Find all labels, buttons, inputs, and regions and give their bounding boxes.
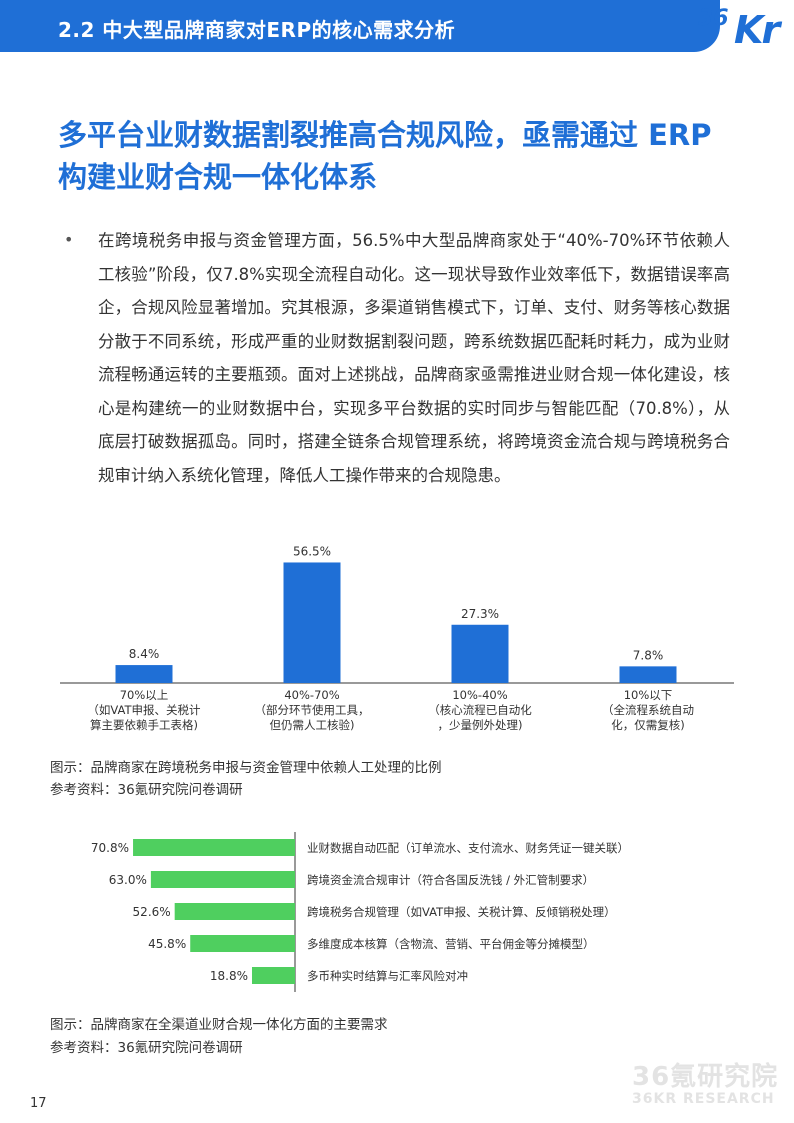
category-label-3-1: （全流程系统自动	[602, 703, 694, 717]
hbar-value-label-2: 52.6%	[133, 905, 171, 919]
hbar-value-label-4: 18.8%	[210, 969, 248, 983]
section-title: 2.2 中大型品牌商家对ERP的核心需求分析	[58, 18, 456, 42]
hbar-4	[251, 967, 295, 984]
figure2-source: 参考资料：36氪研究院问卷调研	[50, 1040, 243, 1056]
category-label-3-0: 10%以下	[624, 688, 673, 702]
bar-value-label-1: 56.5%	[293, 544, 331, 558]
hbar-value-label-0: 70.8%	[91, 841, 129, 855]
category-label-1-0: 40%-70%	[284, 688, 339, 702]
watermark: 36氪研究院 36KR RESEARCH	[632, 1056, 778, 1107]
logo-kr: Kr	[734, 8, 780, 52]
category-label-1-1: （部分环节使用工具，	[255, 703, 370, 717]
hbar-3	[190, 935, 295, 952]
bar-value-label-2: 27.3%	[461, 607, 499, 621]
category-label-0-0: 70%以上	[120, 688, 169, 702]
header-bar: 2.2 中大型品牌商家对ERP的核心需求分析	[0, 0, 720, 52]
bar-value-label-0: 8.4%	[129, 647, 160, 661]
bar-0	[115, 665, 173, 683]
hbar-category-label-0: 业财数据自动匹配（订单流水、支付流水、财务凭证一键关联）	[307, 841, 629, 855]
category-label-2-0: 10%-40%	[452, 688, 507, 702]
hbar-category-label-1: 跨境资金流合规审计（符合各国反洗钱 / 外汇管制要求）	[307, 873, 594, 887]
category-label-3-2: 化，仅需复核)	[611, 718, 685, 732]
hbar-value-label-3: 45.8%	[148, 937, 186, 951]
category-label-0-1: （如VAT申报、关税计	[87, 703, 201, 717]
36kr-logo: 36 Kr	[698, 0, 794, 52]
watermark-line1: 36氪研究院	[632, 1062, 779, 1092]
main-heading: 多平台业财数据割裂推高合规风险，亟需通过 ERP 构建业财合规一体化体系	[58, 118, 712, 194]
figure2-caption: 图示：品牌商家在全渠道业财合规一体化方面的主要需求	[50, 1017, 388, 1033]
hbar-category-label-2: 跨境税务合规管理（如VAT申报、关税计算、反倾销税处理）	[307, 905, 616, 919]
bar-1	[283, 562, 341, 683]
hbar-1	[150, 871, 295, 888]
figure1-caption: 图示：品牌商家在跨境税务申报与资金管理中依赖人工处理的比例	[50, 760, 442, 776]
category-label-1-2: 但仍需人工核验)	[270, 718, 355, 732]
logo-36: 36	[698, 6, 729, 31]
hbar-category-label-4: 多币种实时结算与汇率风险对冲	[307, 969, 468, 983]
hbar-0	[133, 839, 295, 856]
figure1-source: 参考资料：36氪研究院问卷调研	[50, 782, 243, 798]
bar-3	[619, 666, 677, 683]
hbar-value-label-1: 63.0%	[109, 873, 147, 887]
hbar-category-label-3: 多维度成本核算（含物流、营销、平台佣金等分摊模型）	[307, 937, 595, 951]
watermark-line2: 36KR RESEARCH	[632, 1091, 775, 1107]
body-paragraph: 在跨境税务申报与资金管理方面，56.5%中大型品牌商家处于“40%-70%环节依…	[98, 231, 730, 485]
bar-2	[451, 624, 509, 683]
compliance-needs-hbar-chart: 70.8% 业财数据自动匹配（订单流水、支付流水、财务凭证一键关联） 63.0% 跨境…	[91, 832, 629, 992]
category-label-2-1: （核心流程已自动化	[428, 703, 532, 717]
page-number: 17	[30, 1096, 47, 1111]
bullet-icon: •	[64, 230, 74, 249]
hbar-2	[174, 903, 295, 920]
bar-value-label-3: 7.8%	[633, 648, 664, 662]
category-label-2-2: ，少量例外处理)	[438, 718, 523, 732]
category-label-0-2: 算主要依赖手工表格)	[90, 718, 198, 732]
